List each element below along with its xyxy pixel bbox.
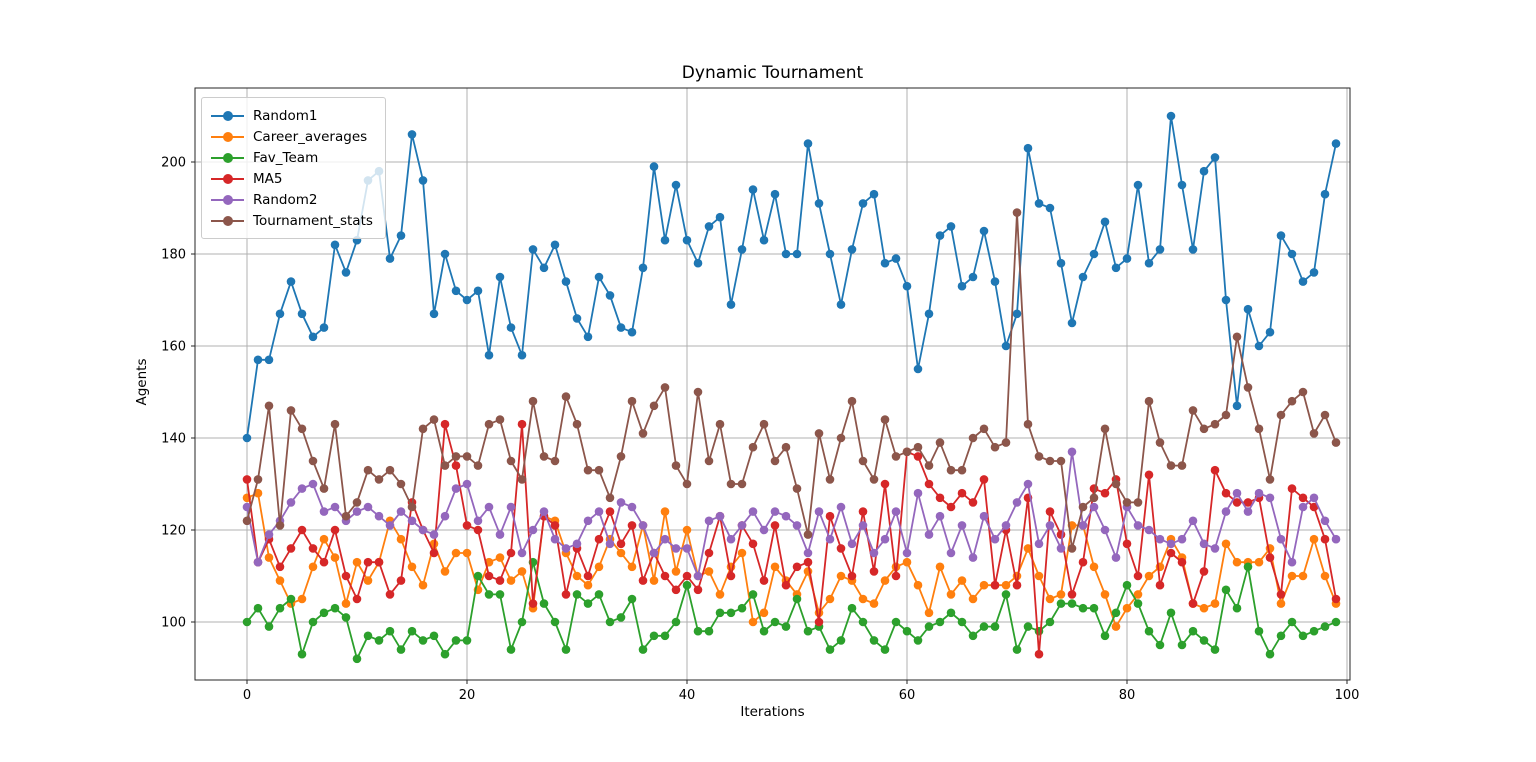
legend-label: Random1 (253, 107, 318, 124)
legend-line-marker-icon (211, 194, 244, 205)
legend-item: Tournament_stats (211, 210, 373, 231)
y-tick-label: 120 (161, 524, 186, 539)
legend-item: Career_averages (211, 126, 373, 147)
legend-item: Random1 (211, 105, 373, 126)
y-axis-label: Agents (134, 358, 150, 406)
x-tick-label: 60 (899, 688, 916, 703)
legend-label: Career_averages (253, 128, 368, 145)
legend-item: MA5 (211, 168, 373, 189)
legend-label: MA5 (253, 170, 283, 187)
legend-label: Random2 (253, 191, 318, 208)
x-tick-label: 80 (1119, 688, 1136, 703)
y-tick-label: 140 (161, 432, 186, 447)
x-tick-label: 100 (1335, 688, 1360, 703)
y-tick-label: 180 (161, 248, 186, 263)
y-tick-label: 100 (161, 616, 186, 631)
y-tick-label: 200 (161, 156, 186, 171)
legend-label: Fav_Team (253, 149, 319, 166)
legend-line-marker-icon (211, 131, 244, 142)
legend-line-marker-icon (211, 173, 244, 184)
y-tick-label: 160 (161, 340, 186, 355)
chart-title: Dynamic Tournament (681, 63, 864, 83)
x-tick-label: 0 (243, 688, 251, 703)
legend: Random1 Career_averages Fav_Team MA5 Random2… (201, 97, 386, 239)
legend-label: Tournament_stats (253, 212, 373, 229)
legend-line-marker-icon (211, 215, 244, 226)
x-axis-label: Iterations (740, 704, 805, 720)
legend-item: Random2 (211, 189, 373, 210)
x-tick-label: 40 (679, 688, 696, 703)
x-tick-label: 20 (459, 688, 476, 703)
legend-line-marker-icon (211, 110, 244, 121)
legend-line-marker-icon (211, 152, 244, 163)
legend-item: Fav_Team (211, 147, 373, 168)
